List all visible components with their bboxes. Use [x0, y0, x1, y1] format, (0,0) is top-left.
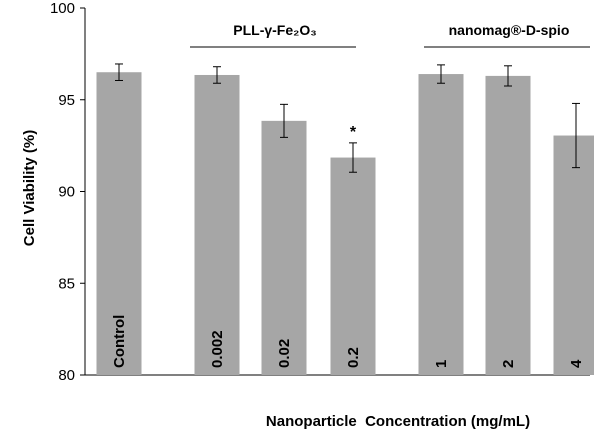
bar	[418, 74, 464, 375]
bar-category-label: 0.2	[345, 347, 362, 368]
bar-category-label: 0.002	[209, 330, 226, 368]
significance-marker: *	[350, 124, 357, 141]
y-tick-label: 85	[58, 275, 75, 292]
bar-category-label: 2	[500, 360, 517, 368]
bar	[330, 157, 376, 375]
chart-group-brackets: PLL-γ-Fe₂O₃ nanomag®-D-spio	[190, 22, 590, 48]
group-label: PLL-γ-Fe₂O₃	[233, 22, 316, 38]
y-axis-label: Cell Viability (%)	[21, 130, 38, 246]
bar-category-label: 1	[433, 360, 450, 368]
chart-bar-labels: Control 0.002 0.02 0.2 1 2 4 *	[111, 124, 585, 368]
y-tick-label: 90	[58, 184, 75, 201]
chart-bars	[96, 72, 594, 376]
bar-category-label: Control	[111, 315, 128, 368]
bar	[485, 75, 531, 376]
bar	[553, 135, 594, 375]
bar	[96, 72, 142, 375]
bar	[261, 120, 307, 375]
x-axis-label: Nanoparticle Concentration (mg/mL)	[266, 413, 530, 430]
y-tick-label: 80	[58, 367, 75, 384]
group-label: nanomag®-D-spio	[449, 22, 570, 38]
bar-category-label: 4	[568, 359, 585, 368]
y-tick-label: 100	[50, 0, 75, 17]
bar	[194, 74, 240, 375]
chart-error-bars	[115, 63, 580, 173]
y-tick-label: 95	[58, 92, 75, 109]
bar-category-label: 0.02	[276, 339, 293, 368]
